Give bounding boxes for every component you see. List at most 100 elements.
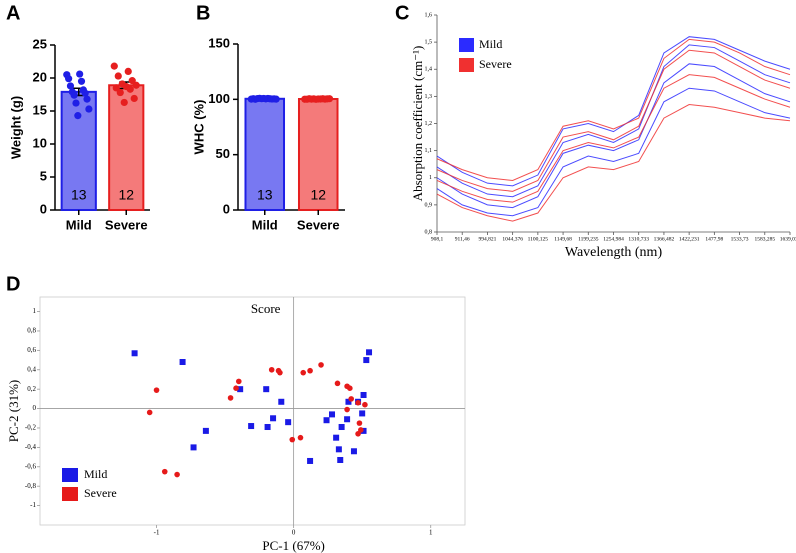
data-point <box>77 77 86 85</box>
x-tick-label: 1199,235 <box>578 236 599 242</box>
spectrum-line <box>436 36 791 187</box>
data-point <box>72 99 80 107</box>
data-point <box>348 396 355 402</box>
y-tick-label: 25 <box>33 36 47 51</box>
spectrum-line <box>436 44 791 198</box>
y-tick-label: 0,6 <box>27 346 36 354</box>
y-tick-label: 0,2 <box>27 385 36 393</box>
data-point <box>85 105 93 113</box>
data-point <box>344 416 351 423</box>
data-point <box>307 457 314 464</box>
y-tick-label: 1,2 <box>425 121 433 127</box>
x-tick-label: 908,1 <box>431 236 444 242</box>
data-point <box>235 378 242 385</box>
y-tick-label: 1,5 <box>425 40 433 46</box>
spectrum-line <box>436 74 791 203</box>
x-tick-label: Severe <box>105 217 148 232</box>
data-point <box>366 349 373 356</box>
count-label: 13 <box>71 187 87 203</box>
x-tick-label: 1533,73 <box>731 236 749 242</box>
data-point <box>307 367 313 374</box>
y-tick-label: 0,9 <box>425 202 433 208</box>
data-point <box>358 427 364 433</box>
y-tick-label: 50 <box>216 146 230 161</box>
y-tick-label: 1,3 <box>425 94 433 100</box>
data-point <box>70 91 78 99</box>
data-point <box>65 75 73 83</box>
data-point <box>350 448 357 455</box>
data-point <box>338 424 345 431</box>
data-point <box>227 395 234 401</box>
x-tick-label: 1254,984 <box>603 236 624 242</box>
y-tick-label: 0,8 <box>425 229 433 235</box>
count-label: 13 <box>257 187 273 203</box>
y-tick-label: 1,6 <box>425 12 433 18</box>
data-point <box>114 72 122 80</box>
data-point <box>329 411 336 418</box>
legend-label: Mild <box>479 37 502 51</box>
data-point <box>289 436 296 443</box>
y-tick-label: 1 <box>429 175 432 181</box>
y-tick-label: 1,4 <box>425 67 433 73</box>
spectrum-line <box>436 103 791 222</box>
data-point <box>355 399 361 406</box>
spectrum-line <box>436 49 791 192</box>
data-point <box>272 95 280 103</box>
x-tick-label: 1 <box>429 529 433 537</box>
legend-label: Severe <box>84 486 117 500</box>
data-point <box>360 427 367 434</box>
y-axis-label: PC-2 (31%) <box>6 380 21 442</box>
y-tick-label: 15 <box>33 102 47 117</box>
data-point <box>363 357 370 364</box>
data-point <box>323 417 330 424</box>
data-point <box>260 94 268 103</box>
data-point <box>270 415 277 422</box>
data-point <box>124 67 132 75</box>
x-tick-label: 994,821 <box>478 236 496 242</box>
x-axis-label: Wavelength (nm) <box>565 245 663 260</box>
data-point <box>333 434 340 441</box>
data-point <box>146 409 153 416</box>
y-tick-label: 5 <box>40 168 47 183</box>
y-tick-label: -0,6 <box>25 462 37 470</box>
data-point <box>312 95 320 103</box>
data-point <box>179 359 186 366</box>
panel-letter: A <box>6 2 20 24</box>
data-point <box>278 398 285 405</box>
y-tick-label: 100 <box>208 91 230 106</box>
data-point <box>355 431 361 437</box>
x-tick-label: 1422,231 <box>679 236 700 242</box>
data-point <box>345 398 352 405</box>
y-tick-label: 0 <box>40 201 47 216</box>
data-point <box>344 406 350 413</box>
y-axis-label: Absorption coefficient (cm⁻¹) <box>410 46 425 202</box>
data-point <box>337 456 344 463</box>
data-point <box>120 98 128 107</box>
data-point <box>66 82 75 90</box>
x-tick-label: 0 <box>292 529 296 537</box>
y-tick-label: 0 <box>33 404 37 412</box>
data-point <box>76 70 84 78</box>
data-point <box>74 112 82 120</box>
y-tick-label: 0,4 <box>27 365 36 373</box>
data-point <box>126 85 134 93</box>
data-point <box>237 386 244 393</box>
data-point <box>248 423 255 430</box>
x-tick-label: 1100,125 <box>528 236 549 242</box>
y-tick-label: 20 <box>33 69 47 84</box>
x-tick-label: 1044,376 <box>502 236 523 242</box>
y-tick-label: 1 <box>33 307 37 315</box>
data-point <box>323 95 331 103</box>
data-point <box>347 385 353 392</box>
panel-letter: D <box>6 273 20 295</box>
data-point <box>300 369 307 376</box>
y-tick-label: -0,2 <box>25 424 37 432</box>
plot-frame <box>39 296 466 526</box>
x-tick-label: 1583,285 <box>754 236 775 242</box>
chart-title: Score <box>251 301 281 316</box>
count-label: 12 <box>310 187 326 203</box>
y-tick-label: -0,8 <box>25 482 37 490</box>
x-tick-label: 1639,034 <box>780 236 796 242</box>
legend-swatch <box>62 487 78 501</box>
